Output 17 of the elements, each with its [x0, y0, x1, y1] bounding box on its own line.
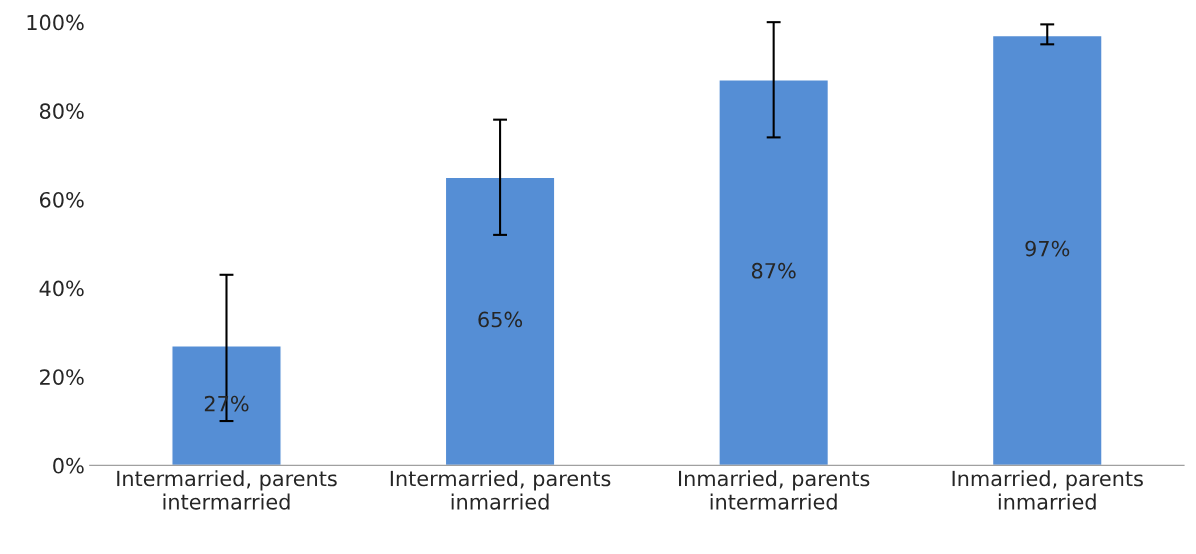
bar — [444, 176, 556, 466]
y-tick-label: 20% — [40, 369, 84, 385]
data-label: 65% — [478, 311, 523, 328]
data-label: 97% — [1025, 240, 1070, 257]
y-tick-label: 40% — [39, 280, 84, 297]
bar — [991, 34, 1103, 466]
y-tick-label: 100% — [27, 14, 84, 31]
bar — [171, 345, 282, 466]
x-tick-label: Inmarried, parents inmarried — [952, 470, 1143, 510]
data-label: 87% — [751, 262, 796, 279]
bar — [718, 79, 830, 466]
y-tick-label: 80% — [39, 103, 84, 120]
x-tick-label: Inmarried, parents intermarried — [679, 470, 870, 510]
y-tick-label: 60% — [39, 191, 84, 208]
x-tick-label: Intermarried, parents inmarried — [390, 470, 611, 510]
y-tick-label: 0% — [53, 457, 84, 474]
x-tick-label: Intermarried, parents intermarried — [117, 470, 337, 510]
